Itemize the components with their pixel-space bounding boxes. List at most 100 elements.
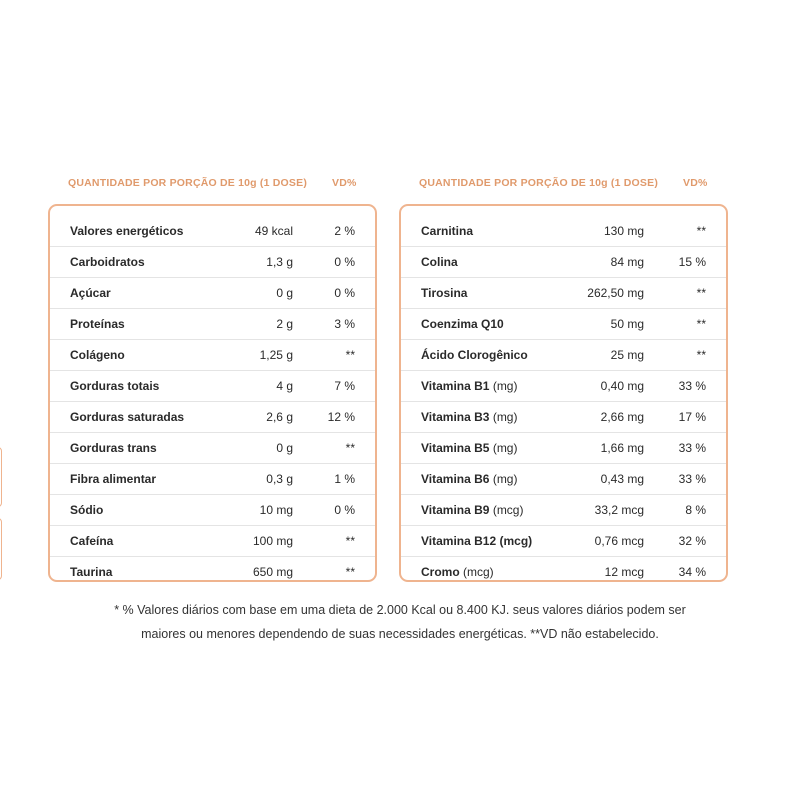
nutrient-vd: **	[345, 348, 355, 362]
table-row: Carnitina 130 mg **	[401, 216, 726, 247]
nutrient-vd: 0 %	[334, 286, 355, 300]
nutrient-name: Vitamina B6 (mg)	[421, 472, 517, 486]
nutrient-quantity: 25 mg	[610, 348, 644, 362]
nutrient-unit: (mcg)	[489, 503, 524, 517]
nutrient-name: Sódio	[70, 503, 103, 517]
nutrient-label: Carboidratos	[70, 255, 145, 269]
nutrient-quantity: 1,66 mg	[600, 441, 644, 455]
nutrient-vd: 33 %	[678, 441, 706, 455]
table-row: Sódio 10 mg 0 %	[50, 495, 375, 526]
table-row: Vitamina B9 (mcg) 33,2 mcg 8 %	[401, 495, 726, 526]
nutrient-quantity: 650 mg	[252, 565, 293, 579]
footnote: * % Valores diários com base em uma diet…	[40, 598, 760, 646]
nutrient-vd: 1 %	[334, 472, 355, 486]
nutrient-name: Carnitina	[421, 224, 473, 238]
nutrient-vd: 33 %	[678, 472, 706, 486]
nutrient-label: Valores energéticos	[70, 224, 184, 238]
nutrient-quantity: 50 mg	[610, 317, 644, 331]
nutrient-name: Cromo (mcg)	[421, 565, 494, 579]
nutrient-name: Cafeína	[70, 534, 113, 548]
nutrient-label: Coenzima Q10	[421, 317, 504, 331]
edge-tab-bottom	[0, 518, 2, 580]
table-row: Colágeno 1,25 g **	[50, 340, 375, 371]
table-row: Colina 84 mg 15 %	[401, 247, 726, 278]
nutrient-quantity: 2 g	[276, 317, 293, 331]
table-row: Vitamina B6 (mg) 0,43 mg 33 %	[401, 464, 726, 495]
nutrient-vd: 12 %	[327, 410, 355, 424]
header-quantity: QUANTIDADE POR PORÇÃO DE 10g (1 DOSE)	[419, 177, 659, 189]
nutrient-quantity: 49 kcal	[254, 224, 293, 238]
nutrient-unit: (mg)	[489, 410, 518, 424]
table-row: Ácido Clorogênico 25 mg **	[401, 340, 726, 371]
header-vd: VD%	[683, 177, 708, 189]
table-box: Carnitina 130 mg ** Colina 84 mg 15 % Tirosina…	[399, 204, 728, 582]
nutrient-quantity: 0,3 g	[266, 472, 293, 486]
table-row: Carboidratos 1,3 g 0 %	[50, 247, 375, 278]
nutrient-vd: 32 %	[678, 534, 706, 548]
footnote-line-2: maiores ou menores dependendo de suas ne…	[141, 627, 659, 641]
nutrient-quantity: 4 g	[276, 379, 293, 393]
nutrient-label: Vitamina B3	[421, 410, 490, 424]
nutrient-name: Vitamina B12 (mcg)	[421, 534, 532, 548]
nutrient-name: Tirosina	[421, 286, 467, 300]
edge-tab-top	[0, 447, 2, 507]
table-row: Proteínas 2 g 3 %	[50, 309, 375, 340]
nutrient-quantity: 0 g	[276, 286, 293, 300]
nutrient-vd: 2 %	[334, 224, 355, 238]
nutrient-label: Colágeno	[70, 348, 125, 362]
nutrient-quantity: 0,43 mg	[600, 472, 644, 486]
nutrient-name: Vitamina B1 (mg)	[421, 379, 517, 393]
table-row: Tirosina 262,50 mg **	[401, 278, 726, 309]
nutrient-name: Coenzima Q10	[421, 317, 504, 331]
nutrient-name: Valores energéticos	[70, 224, 183, 238]
nutrient-unit: (mg)	[489, 379, 518, 393]
nutrient-quantity: 0,40 mg	[600, 379, 644, 393]
nutrient-label: Tirosina	[421, 286, 468, 300]
nutrient-label: Gorduras saturadas	[70, 410, 185, 424]
nutrient-vd: 0 %	[334, 255, 355, 269]
nutrient-vd: 15 %	[678, 255, 706, 269]
header-vd: VD%	[332, 177, 357, 189]
nutrient-label: Ácido Clorogênico	[421, 348, 528, 362]
nutrient-name: Proteínas	[70, 317, 125, 331]
table-row: Fibra alimentar 0,3 g 1 %	[50, 464, 375, 495]
footnote-line-1: * % Valores diários com base em uma diet…	[114, 603, 686, 617]
table-row: Vitamina B5 (mg) 1,66 mg 33 %	[401, 433, 726, 464]
table-box: Valores energéticos 49 kcal 2 % Carboidrato…	[48, 204, 377, 582]
nutrient-name: Ácido Clorogênico	[421, 348, 528, 362]
nutrient-vd: 3 %	[334, 317, 355, 331]
nutrient-vd: 33 %	[678, 379, 706, 393]
nutrition-table-left: QUANTIDADE POR PORÇÃO DE 10g (1 DOSE) VD…	[48, 175, 381, 582]
nutrient-name: Vitamina B3 (mg)	[421, 410, 517, 424]
nutrient-label: Cromo	[421, 565, 460, 579]
nutrient-label: Fibra alimentar	[70, 472, 157, 486]
nutrient-vd: **	[696, 224, 706, 238]
nutrient-name: Fibra alimentar	[70, 472, 156, 486]
nutrient-name: Carboidratos	[70, 255, 145, 269]
table-header: QUANTIDADE POR PORÇÃO DE 10g (1 DOSE) VD…	[399, 175, 732, 193]
nutrient-label: Vitamina B6	[421, 472, 490, 486]
table-row: Vitamina B1 (mg) 0,40 mg 33 %	[401, 371, 726, 402]
table-row: Gorduras trans 0 g **	[50, 433, 375, 464]
nutrient-name: Açúcar	[70, 286, 111, 300]
nutrient-vd: 0 %	[334, 503, 355, 517]
nutrient-vd: 7 %	[334, 379, 355, 393]
table-row: Açúcar 0 g 0 %	[50, 278, 375, 309]
nutrient-name: Vitamina B5 (mg)	[421, 441, 517, 455]
nutrient-name: Colina	[421, 255, 458, 269]
nutrition-table-right: QUANTIDADE POR PORÇÃO DE 10g (1 DOSE) VD…	[399, 175, 732, 582]
nutrient-quantity: 2,6 g	[266, 410, 293, 424]
nutrient-name: Vitamina B9 (mcg)	[421, 503, 523, 517]
table-row: Gorduras saturadas 2,6 g 12 %	[50, 402, 375, 433]
nutrient-name: Gorduras trans	[70, 441, 157, 455]
nutrient-unit: (mcg)	[459, 565, 494, 579]
table-row: Gorduras totais 4 g 7 %	[50, 371, 375, 402]
nutrient-vd: 8 %	[685, 503, 706, 517]
nutrient-quantity: 100 mg	[252, 534, 293, 548]
nutrient-vd: 34 %	[678, 565, 706, 579]
nutrient-unit: (mg)	[489, 472, 518, 486]
table-row: Cafeína 100 mg **	[50, 526, 375, 557]
nutrient-label: Cafeína	[70, 534, 114, 548]
nutrient-vd: 17 %	[678, 410, 706, 424]
nutrient-name: Gorduras saturadas	[70, 410, 184, 424]
